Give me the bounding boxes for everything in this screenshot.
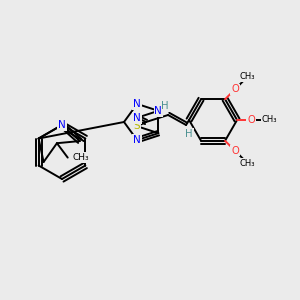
Text: CH₃: CH₃ bbox=[240, 72, 255, 81]
Text: CH₃: CH₃ bbox=[240, 159, 255, 168]
Text: O: O bbox=[231, 84, 239, 94]
Text: S: S bbox=[134, 121, 140, 131]
Text: N: N bbox=[133, 99, 141, 109]
Text: N: N bbox=[58, 120, 66, 130]
Text: N: N bbox=[154, 106, 162, 116]
Text: H: H bbox=[185, 129, 193, 139]
Text: CH₃: CH₃ bbox=[261, 116, 277, 124]
Text: CH₃: CH₃ bbox=[73, 153, 89, 162]
Text: N: N bbox=[133, 113, 141, 123]
Text: N: N bbox=[133, 135, 141, 145]
Text: O: O bbox=[231, 146, 239, 156]
Text: H: H bbox=[161, 101, 169, 111]
Text: O: O bbox=[247, 115, 255, 125]
